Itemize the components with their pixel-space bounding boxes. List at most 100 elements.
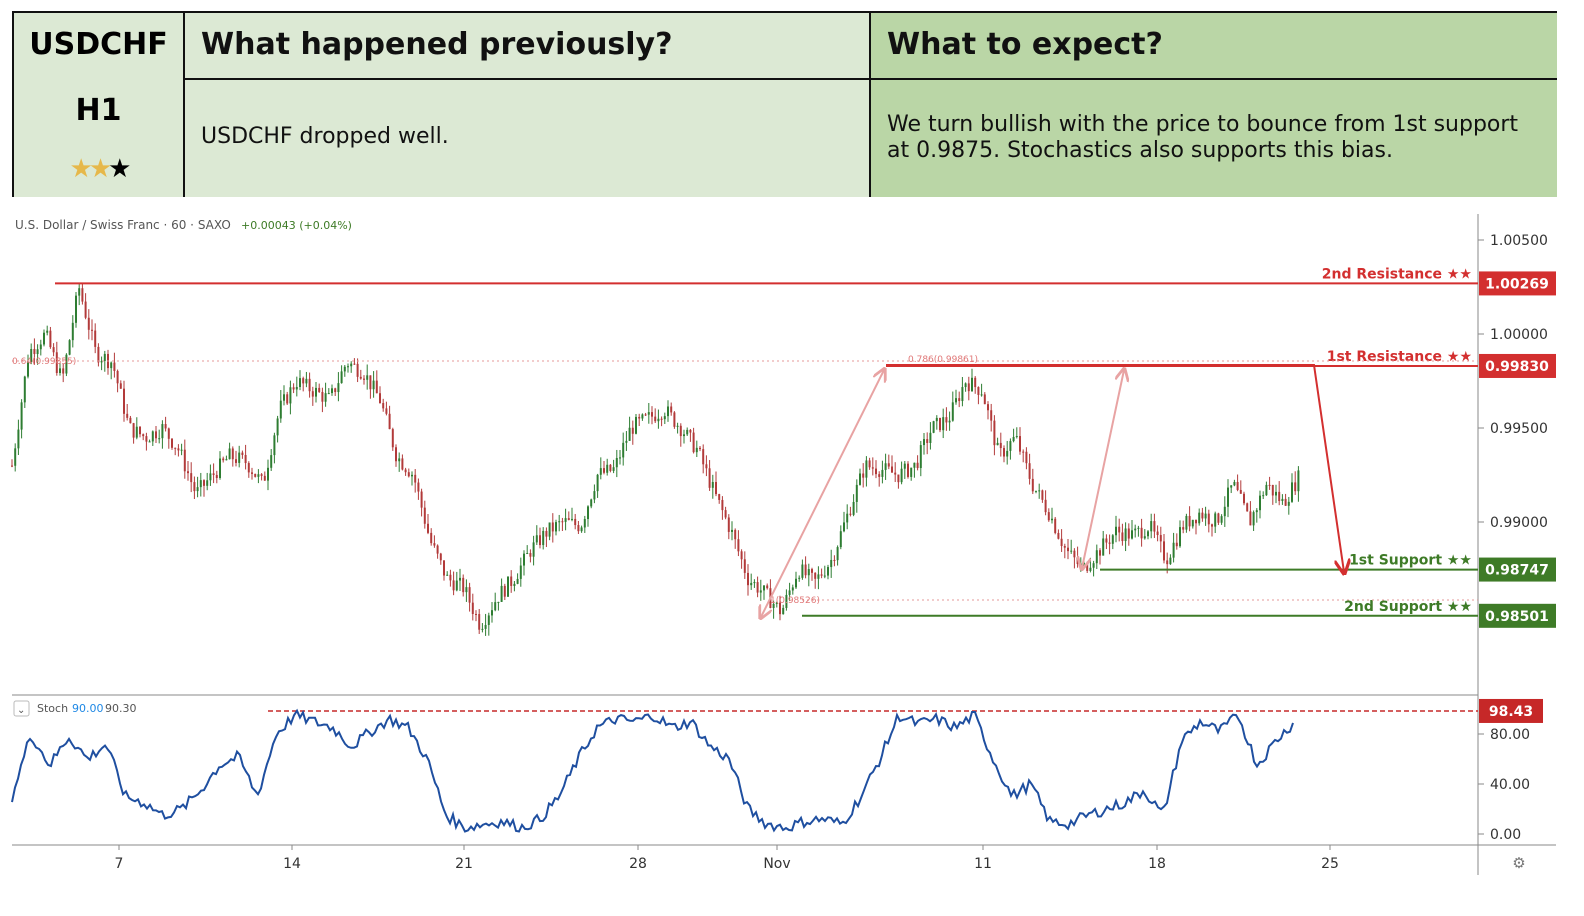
candle-body	[791, 587, 794, 591]
fib-label: 0.64(0.99855)	[12, 357, 76, 367]
candle-body	[372, 380, 375, 390]
candle-body	[971, 377, 973, 392]
candle-body	[651, 412, 653, 417]
candle-body	[679, 425, 682, 437]
level-label: 2nd Support ★★	[1344, 599, 1472, 615]
candle-body	[862, 473, 865, 478]
candle-body	[638, 416, 641, 419]
candle-body	[647, 412, 650, 415]
candle-body	[1230, 485, 1233, 488]
candle-body	[763, 585, 765, 591]
candle-body	[699, 447, 701, 450]
candle-body	[1057, 532, 1060, 539]
candle-body	[641, 414, 644, 419]
candle-body	[295, 387, 298, 390]
stoch-legend: ⌄ Stoch 90.00 90.30	[13, 700, 137, 717]
candle-body	[1131, 530, 1133, 539]
candle-body	[804, 564, 807, 576]
candle-body	[1185, 515, 1188, 530]
candle-body	[433, 543, 436, 546]
candle-body	[574, 518, 577, 526]
candle-body	[1153, 521, 1156, 532]
candle-body	[993, 420, 996, 446]
candle-body	[350, 363, 353, 367]
candle-body	[977, 387, 980, 395]
candle-body	[27, 362, 29, 377]
candle-body	[1262, 495, 1265, 497]
level-value: 0.98501	[1485, 609, 1549, 625]
candle-body	[103, 353, 106, 361]
candle-body	[990, 410, 993, 421]
candle-body	[1051, 518, 1053, 521]
candle-body	[1207, 513, 1210, 525]
candle-body	[1166, 560, 1169, 565]
symbol-cell: USDCHF H1 ★★★	[14, 13, 185, 197]
y-tick-label: 80.00	[1490, 727, 1530, 743]
x-tick-label: 14	[283, 856, 301, 872]
level-value-box	[1479, 603, 1556, 628]
candle-body	[580, 527, 583, 532]
candle-body	[500, 585, 503, 602]
timeframe-label: H1	[75, 93, 122, 128]
candle-body	[302, 378, 305, 384]
candle-body	[1188, 515, 1191, 527]
stoch-level-value: 98.43	[1489, 704, 1533, 720]
candle-body	[801, 564, 804, 578]
candle-body	[635, 416, 637, 434]
candle-body	[731, 529, 733, 532]
candle-body	[596, 474, 599, 492]
candle-body	[868, 460, 871, 468]
candle-body	[833, 559, 836, 561]
candle-body	[110, 362, 113, 369]
candle-body	[622, 442, 625, 458]
candle-body	[625, 440, 628, 443]
candle-body	[87, 317, 90, 330]
star-icon: ★	[108, 154, 131, 184]
candle-body	[78, 288, 81, 296]
candle-body	[1143, 536, 1146, 539]
x-tick-label: 28	[629, 856, 647, 872]
candle-body	[1095, 550, 1098, 564]
candle-body	[247, 463, 250, 473]
y-tick-label: 1.00000	[1490, 327, 1548, 343]
gear-icon[interactable]: ⚙	[1512, 854, 1525, 872]
candle-body	[612, 467, 615, 471]
candle-body	[55, 352, 58, 373]
candle-body	[132, 423, 135, 438]
candle-body	[263, 475, 266, 481]
rating-stars: ★★★	[14, 154, 183, 184]
candle-body	[695, 447, 698, 453]
candle-body	[257, 474, 260, 477]
candle-body	[830, 559, 833, 568]
candle-body	[1204, 513, 1207, 519]
candle-body	[753, 582, 756, 584]
candle-body	[1086, 562, 1089, 571]
x-tick-label: 7	[115, 856, 124, 872]
candle-body	[46, 330, 49, 333]
candle-body	[1275, 491, 1277, 496]
candle-body	[455, 580, 458, 591]
candle-body	[318, 387, 321, 392]
expect-text-cell: We turn bullish with the price to bounce…	[871, 80, 1557, 197]
y-tick-label: 40.00	[1490, 777, 1530, 793]
candle-body	[254, 473, 257, 477]
candle-body	[289, 387, 292, 404]
projection-arrow	[1082, 370, 1124, 568]
candle-body	[519, 565, 522, 579]
candle-body	[567, 518, 570, 520]
candle-body	[980, 394, 983, 396]
candle-body	[75, 295, 77, 323]
candle-body	[119, 383, 122, 389]
candle-body	[1124, 528, 1127, 542]
candle-body	[1278, 491, 1281, 502]
candle-body	[1198, 512, 1201, 524]
fib-label: 1(0.98526)	[770, 596, 820, 606]
candle-body	[1003, 448, 1005, 457]
candle-body	[619, 457, 621, 459]
candle-body	[414, 474, 417, 483]
candle-body	[1115, 526, 1117, 536]
candle-body	[71, 322, 74, 341]
candle-body	[683, 434, 685, 437]
candle-body	[1249, 511, 1252, 526]
